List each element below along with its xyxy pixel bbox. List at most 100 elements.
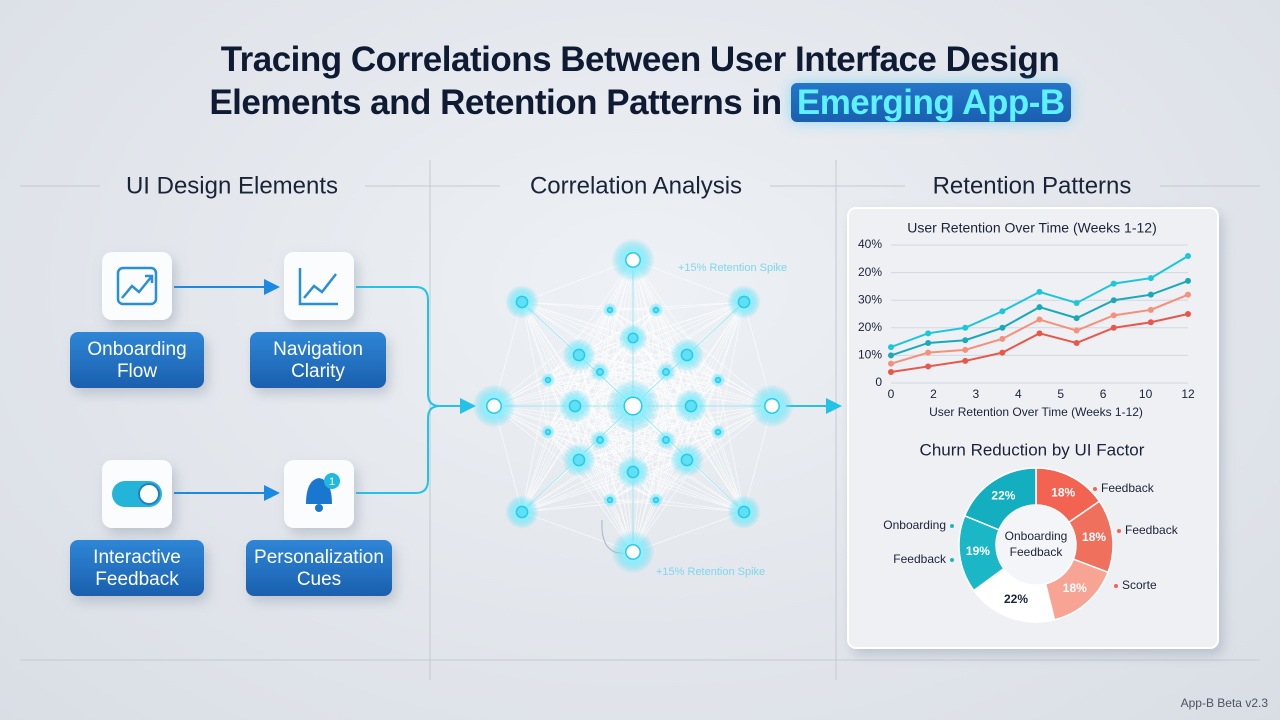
network-link	[655, 354, 688, 501]
title-line: Tracing Correlations Between User Interf…	[220, 40, 1060, 79]
line-point	[1073, 327, 1080, 334]
y-tick-label: 0	[875, 375, 882, 389]
network-node	[596, 436, 604, 444]
network-link	[547, 309, 657, 381]
network-node	[625, 252, 641, 268]
element-label: Personalization	[254, 547, 384, 568]
network-link	[574, 405, 634, 553]
donut-outer-label: Scorte	[1122, 578, 1157, 592]
network-link	[521, 301, 634, 339]
line-point	[962, 324, 969, 331]
network-node	[684, 399, 698, 413]
element-button	[70, 332, 204, 388]
line-point	[1073, 315, 1080, 322]
line-point	[962, 357, 969, 364]
element-label: Clarity	[291, 361, 345, 382]
line-point	[1185, 253, 1191, 260]
network-link	[599, 439, 611, 501]
network-link	[632, 431, 719, 553]
element-label: Flow	[117, 361, 157, 382]
line-point	[888, 344, 894, 351]
network-node	[626, 465, 640, 479]
network-node	[515, 295, 529, 309]
chart-title: User Retention Over Time (Weeks 1-12)	[907, 220, 1157, 236]
network-link	[599, 309, 657, 441]
network-link	[574, 405, 688, 461]
donut-outer-label: Feedback	[1125, 523, 1179, 537]
network-node	[606, 306, 614, 314]
network-link	[717, 379, 745, 513]
element-button	[70, 540, 204, 596]
line-point	[925, 339, 932, 346]
title-highlight: Emerging App-B	[790, 83, 1071, 122]
network-node	[764, 398, 780, 414]
element-button	[246, 540, 392, 596]
network-link	[609, 309, 634, 553]
x-axis-label: User Retention Over Time (Weeks 1-12)	[929, 405, 1143, 419]
network-node	[544, 376, 552, 384]
line-point	[1036, 316, 1043, 323]
network-link	[655, 379, 719, 501]
network-node	[652, 496, 660, 504]
network-link	[578, 354, 634, 473]
x-tick-label: 4	[1015, 387, 1022, 401]
network-link	[632, 259, 719, 381]
title: Tracing Correlations Between User Interf…	[0, 38, 1280, 124]
donut-value-label: 22%	[1004, 592, 1028, 606]
element-label: Interactive	[93, 547, 181, 568]
annotation: +15% Retention Spike	[656, 566, 765, 578]
network-link	[717, 301, 745, 433]
column-header: Correlation Analysis	[530, 172, 742, 199]
network-link	[632, 301, 745, 339]
line-point	[999, 335, 1006, 342]
y-tick-label: 20%	[858, 265, 882, 279]
network-link	[655, 309, 667, 373]
network-link	[609, 301, 745, 311]
line-point	[1073, 339, 1080, 346]
annotation: +15% Retention Spike	[678, 262, 787, 274]
element-label: Onboarding	[87, 339, 186, 360]
title-line: Elements and Retention Patterns in Emerg…	[0, 81, 1280, 124]
network-link	[521, 301, 576, 407]
label-dot	[1093, 487, 1097, 491]
network-link	[547, 259, 634, 381]
title-text: Elements and Retention Patterns in	[209, 83, 782, 122]
label-dot	[950, 558, 954, 562]
network-link	[609, 499, 745, 513]
line-point	[999, 308, 1006, 315]
y-tick-label: 20%	[858, 320, 882, 334]
network-link	[547, 431, 634, 553]
network-node	[737, 295, 751, 309]
donut-value-label: 18%	[1051, 485, 1075, 499]
y-tick-label: 10%	[858, 348, 882, 362]
donut-segment	[963, 467, 1037, 531]
chart-title: Churn Reduction by UI Factor	[920, 440, 1145, 459]
network-node	[627, 332, 639, 344]
network-link	[655, 309, 773, 407]
x-tick-label: 3	[973, 387, 980, 401]
panel	[847, 207, 1219, 649]
line-point	[1185, 291, 1191, 298]
label-dot	[950, 524, 954, 528]
network-link	[632, 337, 745, 513]
donut-value-label: 18%	[1082, 530, 1106, 544]
donut-outer-label: Onboarding	[883, 518, 946, 532]
badge: 1	[329, 476, 335, 488]
line-point	[999, 349, 1006, 356]
y-tick-label: 40%	[858, 237, 882, 251]
network-node	[568, 399, 582, 413]
line-point	[888, 360, 894, 367]
network-link	[690, 405, 745, 513]
line-point	[1185, 277, 1191, 284]
element-label: Cues	[297, 569, 341, 590]
line-point	[1110, 297, 1117, 304]
network-link	[690, 301, 745, 407]
network-link	[521, 337, 634, 513]
label-dot	[1114, 584, 1118, 588]
line-point	[1110, 324, 1117, 331]
network-node	[606, 496, 614, 504]
network-node	[572, 348, 586, 362]
y-tick-label: 30%	[858, 292, 882, 306]
dividers	[20, 160, 1260, 680]
